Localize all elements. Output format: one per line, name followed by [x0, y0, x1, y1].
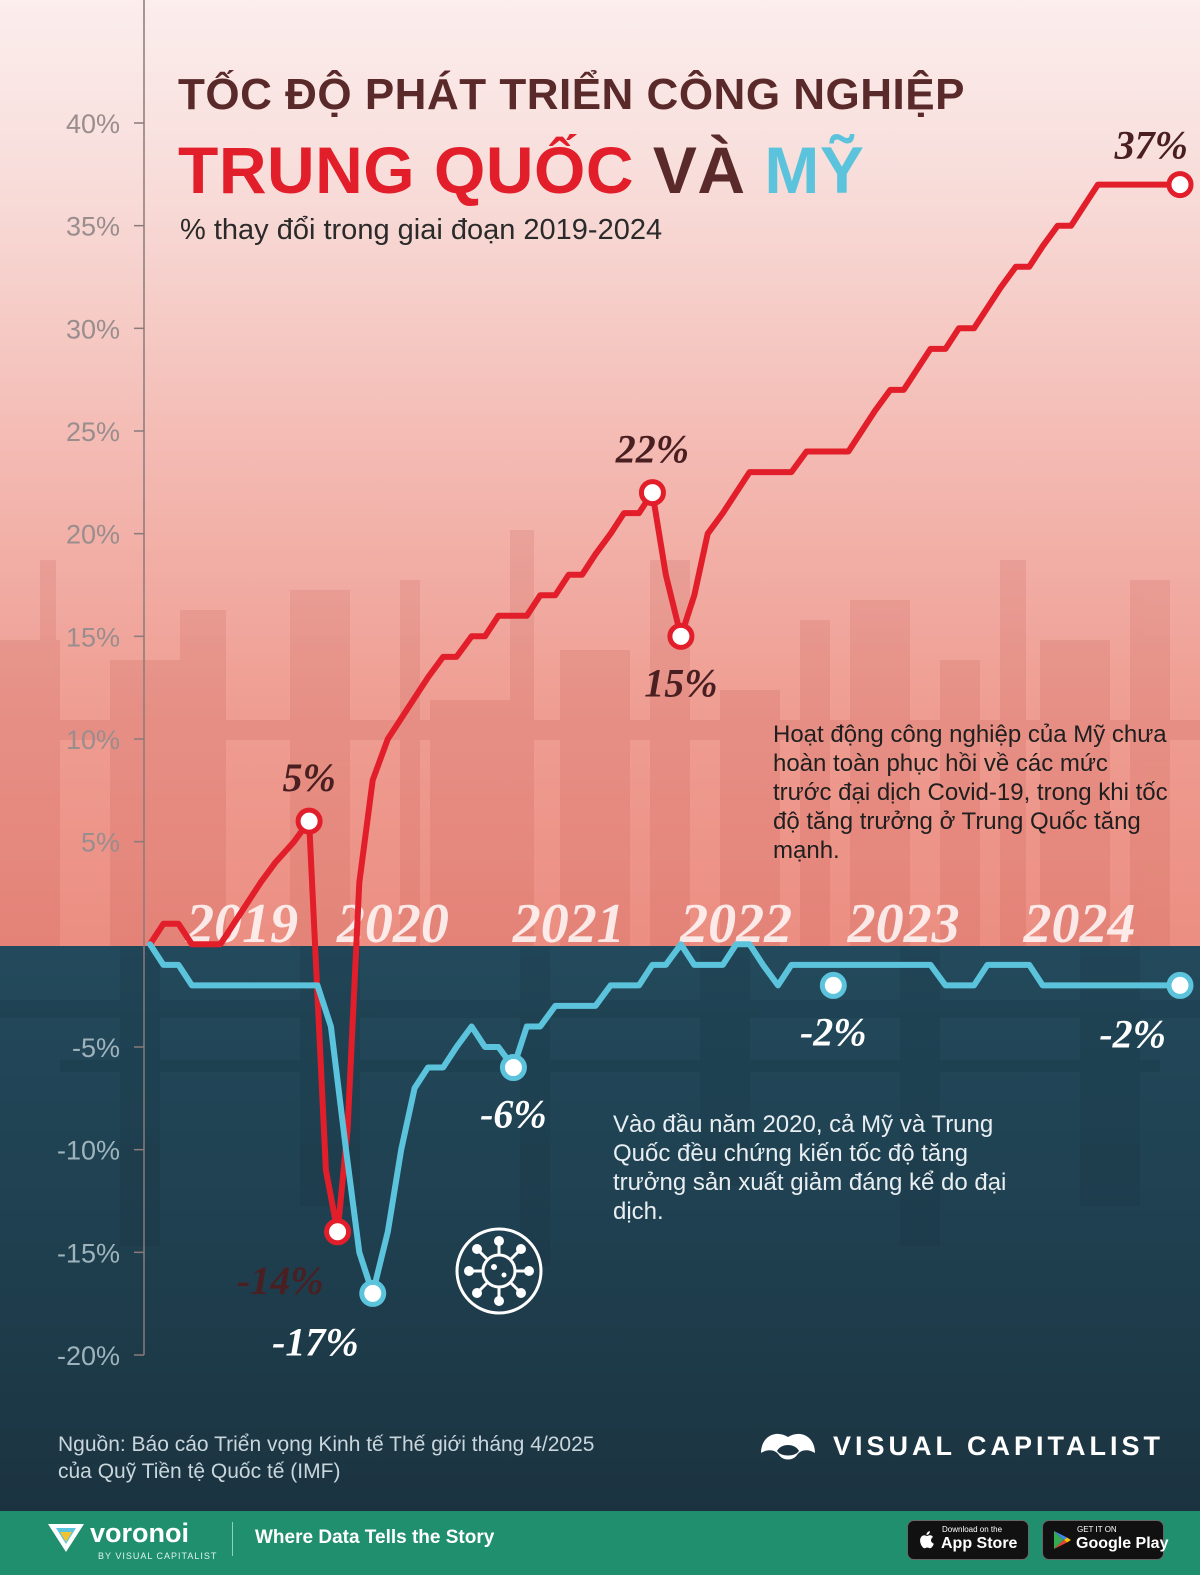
highlight-label: -2% [1099, 1011, 1166, 1056]
highlight-label: -6% [480, 1092, 547, 1137]
factory-skyline-decoration [0, 530, 1200, 946]
year-label: 2023 [847, 893, 960, 955]
y-tick-label: -20% [57, 1341, 120, 1371]
y-tick-label: 15% [66, 622, 120, 652]
highlight-label: -14% [237, 1258, 324, 1303]
highlight-point [499, 1054, 527, 1082]
series-line-china [147, 181, 1183, 1235]
year-labels: 2019 2020 2021 2022 2023 2024 [185, 893, 1135, 955]
title-usa: MỸ [764, 133, 865, 207]
app-store-button[interactable]: Download on the App Store [907, 1520, 1029, 1560]
line-chart: 40% 35% 30% 25% 20% 15% 10% 5% -5% -10% -15% -20% 2… [0, 0, 1200, 1371]
series-lines [147, 181, 1183, 1297]
highlight-label: -2% [800, 1009, 867, 1054]
y-tick-label: 20% [66, 520, 120, 550]
voronoi-logo-icon [48, 1524, 84, 1552]
y-axis-ticks: 40% 35% 30% 25% 20% 15% 10% 5% -5% -10% -15% -20% [57, 109, 144, 1371]
y-tick-label: -5% [72, 1033, 120, 1063]
highlight-point [324, 1218, 352, 1246]
year-label: 2024 [1023, 893, 1136, 955]
voronoi-brand[interactable]: voronoi BY VISUAL CAPITALIST [46, 1516, 246, 1568]
app-store-big: App Store [941, 1535, 1018, 1552]
voronoi-name: voronoi [90, 1518, 189, 1548]
tagline: Where Data Tells the Story [255, 1527, 495, 1548]
title-china: TRUNG QUỐC [178, 133, 634, 207]
y-tick-label: -15% [57, 1238, 120, 1268]
background-bottom [0, 946, 1200, 1511]
highlight-point [819, 971, 847, 999]
annotation-bottom: Vào đầu năm 2020, cả Mỹ và Trung Quốc đề… [613, 1111, 1007, 1225]
highlight-labels: 5% -14% 22% 15% 37% -17% -6% -2% -2% [237, 123, 1188, 1365]
apple-icon [920, 1531, 934, 1549]
background-top [0, 0, 1200, 946]
y-tick-label: 5% [81, 828, 120, 858]
annotation-top: Hoạt động công nghiệp của Mỹ chưa hoàn t… [773, 721, 1168, 864]
title-and: VÀ [652, 133, 746, 207]
title-line-1: TỐC ĐỘ PHÁT TRIỂN CÔNG NGHIỆP [178, 70, 965, 119]
highlight-point [1166, 171, 1194, 199]
google-play-big: Google Play [1076, 1535, 1169, 1552]
visual-capitalist-name: VISUAL CAPITALIST [833, 1431, 1165, 1461]
year-label: 2021 [512, 893, 625, 955]
y-tick-label: 30% [66, 314, 120, 344]
source-note: Nguồn: Báo cáo Triển vọng Kinh tế Thế gi… [58, 1433, 595, 1483]
highlight-label: 5% [282, 755, 335, 800]
virus-icon [455, 1227, 543, 1315]
highlight-label: 22% [615, 427, 689, 472]
visual-capitalist-logo[interactable]: VISUAL CAPITALIST [757, 1423, 1160, 1469]
highlight-point [295, 807, 323, 835]
title-line-2: TRUNG QUỐC VÀ MỸ [178, 132, 864, 208]
year-label: 2020 [336, 893, 449, 955]
highlight-markers [295, 171, 1194, 1307]
y-tick-label: 35% [66, 212, 120, 242]
google-play-small: GET IT ON [1077, 1525, 1117, 1534]
highlight-point [667, 622, 695, 650]
subtitle: % thay đổi trong giai đoạn 2019-2024 [180, 214, 663, 246]
y-tick-label: 25% [66, 417, 120, 447]
voronoi-sub: BY VISUAL CAPITALIST [98, 1551, 218, 1561]
visual-capitalist-logo-icon [761, 1433, 815, 1460]
highlight-label: -17% [272, 1319, 359, 1364]
y-tick-label: 40% [66, 109, 120, 139]
series-line-usa [147, 941, 1183, 1297]
highlight-point [1166, 971, 1194, 999]
factory-reflection-decoration [0, 946, 1200, 1266]
highlight-label: 15% [644, 660, 717, 705]
google-play-button[interactable]: GET IT ON Google Play [1042, 1520, 1168, 1560]
footer-divider [232, 1522, 233, 1556]
y-tick-label: -10% [57, 1136, 120, 1166]
highlight-point [638, 479, 666, 507]
highlight-point [359, 1279, 387, 1307]
app-store-small: Download on the [942, 1525, 1003, 1534]
google-play-icon [1054, 1531, 1071, 1549]
highlight-label: 37% [1114, 123, 1188, 168]
y-tick-label: 10% [66, 725, 120, 755]
